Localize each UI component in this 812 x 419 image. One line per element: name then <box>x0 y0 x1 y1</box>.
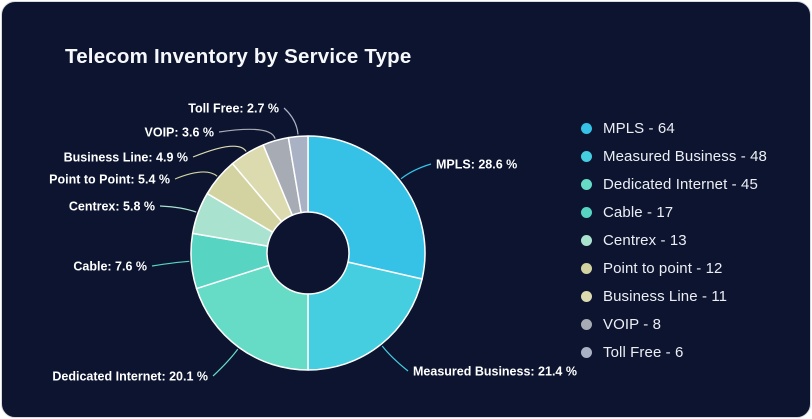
legend-item-toll-free[interactable]: Toll Free - 6 <box>581 338 767 366</box>
legend-swatch-toll-free <box>581 346 592 358</box>
slice-dedicated-internet[interactable] <box>195 264 309 371</box>
slice-label-voip: VOIP: 3.6 % <box>145 126 214 140</box>
legend-swatch-business-line <box>581 290 592 302</box>
label-line-dedicated-internet <box>212 348 239 377</box>
label-line-voip <box>218 128 276 139</box>
legend-item-dedicated-internet[interactable]: Dedicated Internet - 45 <box>581 170 767 198</box>
legend-label-point-to-point: Point to point - 12 <box>603 259 723 277</box>
legend-swatch-dedicated-internet <box>581 178 592 190</box>
legend-swatch-measured-business <box>581 150 592 162</box>
legend-swatch-point-to-point <box>581 262 592 274</box>
slice-mpls[interactable] <box>307 135 426 280</box>
legend-item-mpls[interactable]: MPLS - 64 <box>581 114 767 142</box>
legend-item-cable[interactable]: Cable - 17 <box>581 198 767 226</box>
slice-label-cable: Cable: 7.6 % <box>73 260 147 274</box>
legend: MPLS - 64 Measured Business - 48 Dedicated… <box>581 114 767 366</box>
legend-label-toll-free: Toll Free - 6 <box>603 343 684 361</box>
slice-label-toll-free: Toll Free: 2.7 % <box>188 102 279 116</box>
label-lines <box>151 107 432 377</box>
slice-labels: MPLS: 28.6 % Measured Business: 21.4 % Ded… <box>49 102 577 384</box>
slice-label-measured-business: Measured Business: 21.4 % <box>413 365 577 379</box>
legend-label-centrex: Centrex - 13 <box>603 231 687 249</box>
legend-swatch-centrex <box>581 234 592 246</box>
slice-toll-free[interactable] <box>287 135 309 214</box>
donut-slices <box>190 135 426 371</box>
legend-item-voip[interactable]: VOIP - 8 <box>581 310 767 338</box>
legend-item-centrex[interactable]: Centrex - 13 <box>581 226 767 254</box>
label-line-mpls <box>400 163 432 180</box>
slice-label-point-to-point: Point to Point: 5.4 % <box>49 173 170 187</box>
chart-title: Telecom Inventory by Service Type <box>65 45 412 68</box>
legend-swatch-mpls <box>581 122 592 134</box>
legend-item-business-line[interactable]: Business Line - 11 <box>581 282 767 310</box>
slice-measured-business[interactable] <box>307 261 423 371</box>
legend-swatch-cable <box>581 206 592 218</box>
label-line-toll-free <box>283 107 299 135</box>
label-line-measured-business <box>381 345 409 372</box>
legend-label-business-line: Business Line - 11 <box>603 287 728 305</box>
label-line-centrex <box>159 205 197 213</box>
legend-label-cable: Cable - 17 <box>603 203 674 221</box>
slice-label-mpls: MPLS: 28.6 % <box>436 158 517 172</box>
legend-swatch-voip <box>581 318 592 330</box>
label-line-business-line <box>192 145 247 158</box>
label-line-point-to-point <box>174 171 218 180</box>
legend-label-mpls: MPLS - 64 <box>603 119 675 137</box>
legend-item-point-to-point[interactable]: Point to point - 12 <box>581 254 767 282</box>
legend-label-voip: VOIP - 8 <box>603 315 662 333</box>
slice-label-business-line: Business Line: 4.9 % <box>64 151 188 165</box>
label-line-cable <box>151 260 190 267</box>
slice-label-dedicated-internet: Dedicated Internet: 20.1 % <box>52 370 208 384</box>
slice-label-centrex: Centrex: 5.8 % <box>69 200 155 214</box>
legend-item-measured-business[interactable]: Measured Business - 48 <box>581 142 767 170</box>
legend-label-measured-business: Measured Business - 48 <box>603 147 767 165</box>
legend-label-dedicated-internet: Dedicated Internet - 45 <box>603 175 758 193</box>
